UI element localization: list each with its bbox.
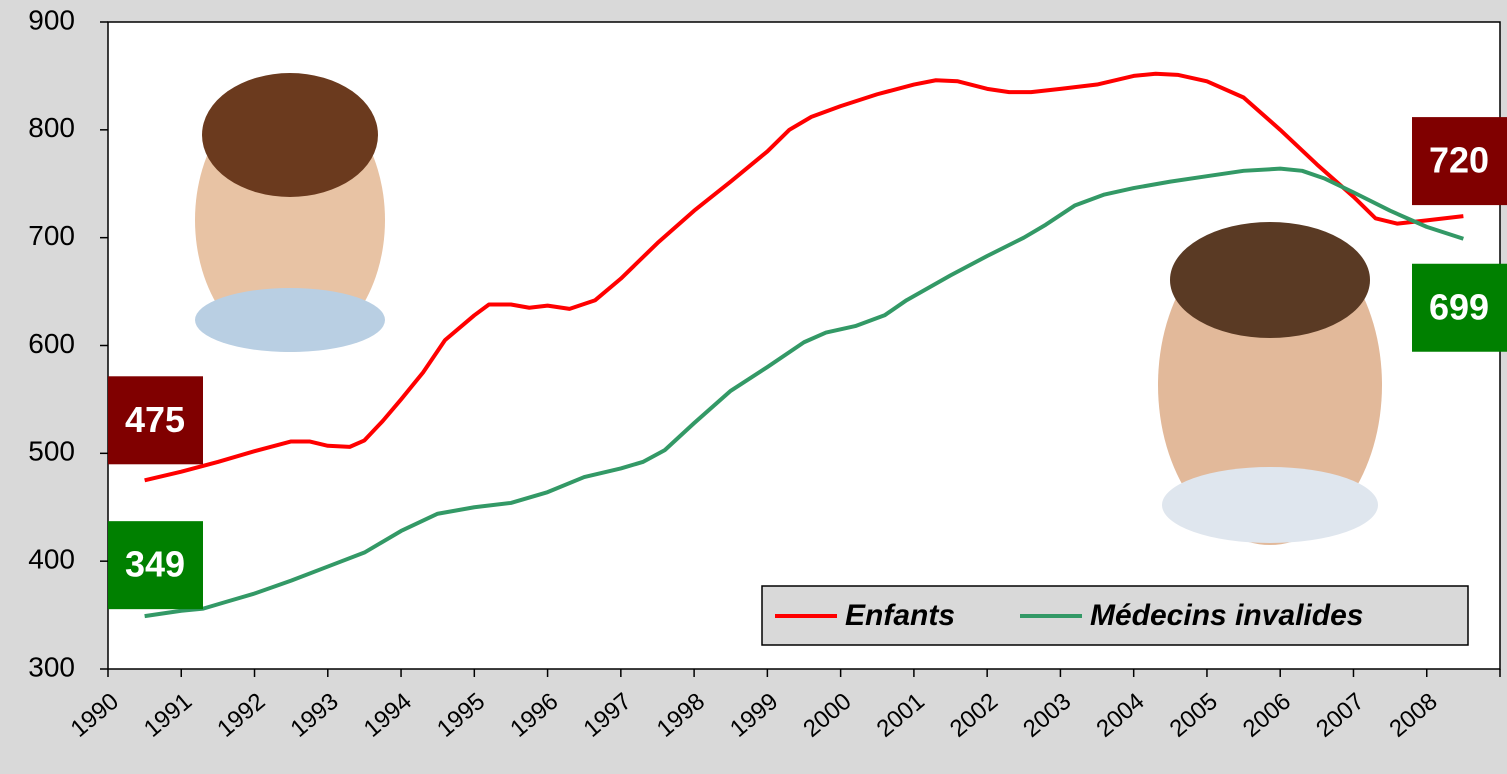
value-label: 699	[1429, 286, 1489, 327]
x-tick-label: 2005	[1165, 688, 1223, 743]
x-tick-label: 2003	[1018, 688, 1076, 743]
x-tick-label: 2004	[1091, 688, 1149, 743]
x-tick-label: 1994	[359, 688, 417, 743]
legend-label: Médecins invalides	[1090, 599, 1363, 632]
y-tick-label: 500	[28, 436, 75, 467]
y-tick-label: 800	[28, 112, 75, 143]
line	[144, 166, 1464, 619]
y-tick-label: 900	[28, 4, 75, 35]
x-tick-label: 1996	[505, 688, 563, 743]
x-tick-label: 1999	[725, 688, 783, 743]
x-tick-label: 1991	[139, 688, 197, 743]
x-tick-label: 2001	[872, 688, 930, 743]
y-tick-label: 700	[28, 220, 75, 251]
value-label: 349	[125, 544, 185, 585]
x-tick-label: 1997	[579, 688, 637, 743]
value-label-box	[1412, 117, 1507, 206]
x-tick-label: 2000	[798, 688, 856, 743]
x-tick-label: 1990	[66, 688, 124, 743]
legend	[761, 585, 1469, 646]
value-label: 475	[125, 399, 185, 440]
y-tick-label: 400	[28, 544, 75, 575]
x-tick-label: 1995	[432, 688, 490, 743]
line	[144, 71, 1464, 483]
y-tick-label: 300	[28, 651, 75, 682]
x-tick-label: 2007	[1311, 688, 1369, 743]
x-tick-label: 1993	[285, 688, 343, 743]
y-tick-label: 600	[28, 328, 75, 359]
x-tick-label: 2008	[1384, 688, 1442, 743]
x-tick-label: 1992	[212, 688, 270, 743]
child-photo	[195, 73, 385, 352]
value-label-box	[1412, 263, 1507, 352]
value-label-box	[108, 376, 203, 465]
doctor-photo	[1158, 222, 1382, 545]
x-tick-label: 2002	[945, 688, 1003, 743]
x-tick-label: 2006	[1238, 688, 1296, 743]
x-tick-label: 1998	[652, 688, 710, 743]
value-label: 720	[1429, 140, 1489, 181]
value-label-box	[108, 521, 203, 610]
legend-label: Enfants	[845, 599, 955, 632]
